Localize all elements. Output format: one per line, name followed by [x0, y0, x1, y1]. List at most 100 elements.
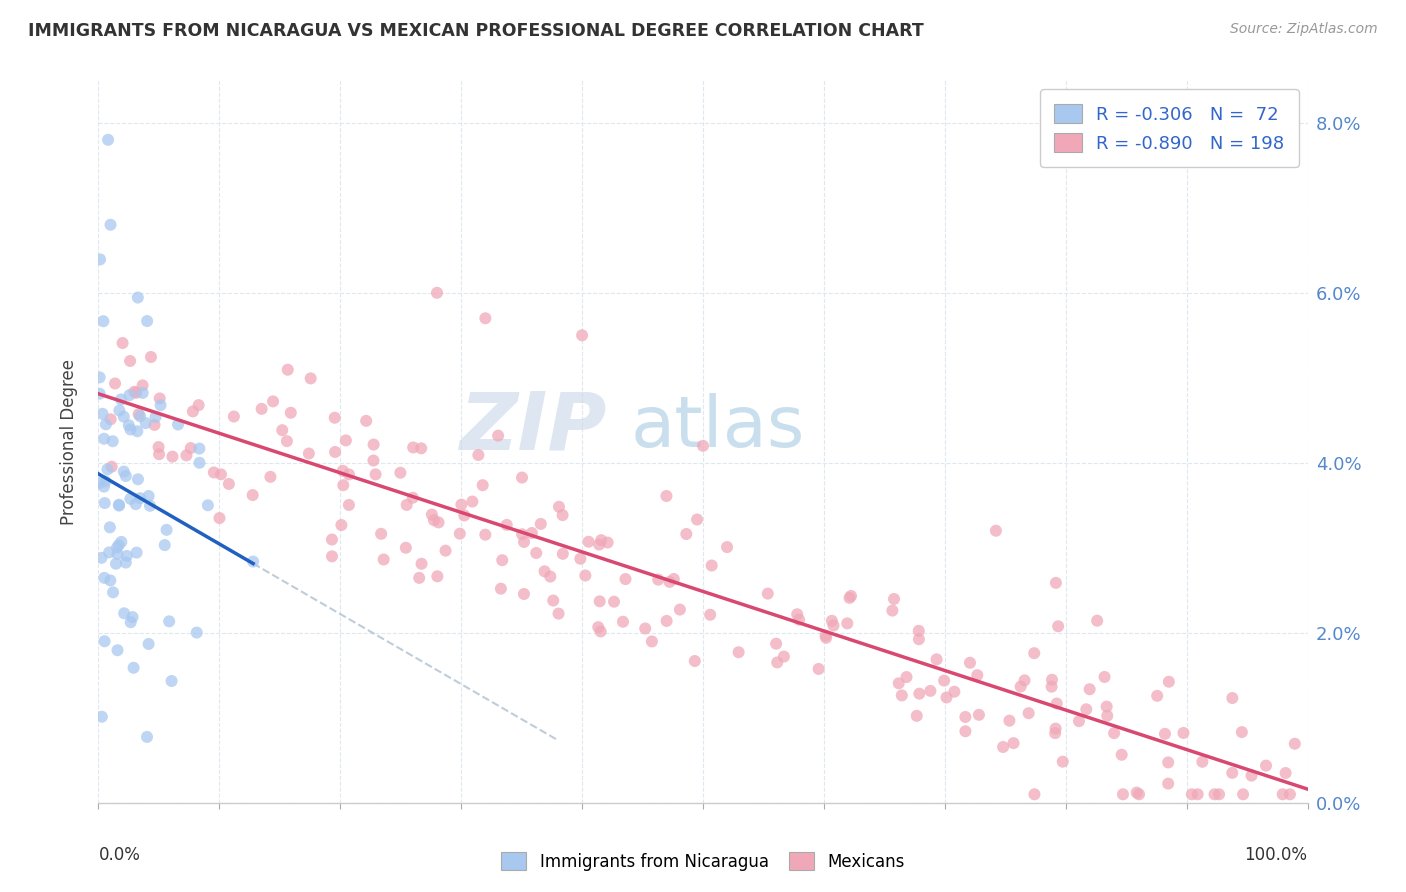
Point: [1102, 726, 1125, 740]
Point: [461, 494, 484, 508]
Point: [120, 354, 142, 368]
Point: [766, 656, 789, 670]
Point: [548, 500, 571, 514]
Point: [434, 543, 457, 558]
Point: [262, 394, 284, 409]
Point: [202, 466, 225, 480]
Point: [408, 571, 430, 585]
Point: [823, 618, 845, 632]
Point: [1047, 619, 1070, 633]
Point: [1076, 702, 1098, 716]
Point: [1204, 787, 1226, 801]
Point: [89, 252, 111, 267]
Point: [838, 591, 860, 605]
Point: [96, 462, 118, 476]
Point: [180, 441, 202, 455]
Point: [474, 311, 496, 326]
Point: [110, 392, 132, 407]
Point: [1094, 670, 1116, 684]
Point: [89, 386, 111, 401]
Point: [641, 634, 664, 648]
Point: [1157, 674, 1180, 689]
Point: [105, 541, 128, 555]
Point: [450, 498, 472, 512]
Point: [491, 553, 513, 567]
Point: [998, 714, 1021, 728]
Point: [107, 643, 129, 657]
Point: [984, 524, 1007, 538]
Point: [187, 398, 209, 412]
Point: [299, 371, 322, 385]
Point: [510, 527, 533, 541]
Point: [395, 498, 418, 512]
Point: [363, 437, 385, 451]
Point: [100, 218, 122, 232]
Text: atlas: atlas: [630, 392, 804, 461]
Point: [93, 496, 115, 510]
Point: [373, 552, 395, 566]
Point: [97, 133, 120, 147]
Point: [131, 386, 153, 401]
Point: [1043, 726, 1066, 740]
Point: [471, 478, 494, 492]
Point: [136, 730, 159, 744]
Point: [93, 634, 115, 648]
Point: [1024, 787, 1046, 801]
Point: [1095, 699, 1118, 714]
Point: [125, 546, 148, 560]
Point: [337, 498, 360, 512]
Point: [337, 467, 360, 482]
Point: [139, 499, 162, 513]
Point: [882, 603, 904, 617]
Point: [129, 491, 152, 506]
Point: [423, 513, 446, 527]
Point: [153, 538, 176, 552]
Point: [1187, 787, 1209, 801]
Point: [112, 465, 135, 479]
Point: [675, 527, 697, 541]
Point: [453, 508, 475, 523]
Point: [115, 469, 138, 483]
Point: [222, 409, 245, 424]
Point: [111, 336, 134, 351]
Point: [93, 571, 115, 585]
Point: [920, 684, 942, 698]
Point: [128, 407, 150, 421]
Point: [467, 448, 489, 462]
Point: [218, 477, 240, 491]
Point: [370, 526, 392, 541]
Point: [332, 464, 354, 478]
Point: [716, 540, 738, 554]
Point: [683, 654, 706, 668]
Point: [533, 565, 555, 579]
Point: [323, 445, 346, 459]
Point: [426, 285, 449, 300]
Point: [1002, 736, 1025, 750]
Point: [966, 668, 988, 682]
Point: [551, 547, 574, 561]
Point: [908, 687, 931, 701]
Point: [90, 710, 112, 724]
Point: [612, 615, 634, 629]
Point: [277, 362, 299, 376]
Point: [108, 499, 131, 513]
Point: [94, 417, 117, 432]
Point: [127, 291, 149, 305]
Point: [104, 557, 127, 571]
Point: [209, 467, 232, 482]
Point: [148, 447, 170, 461]
Point: [807, 662, 830, 676]
Point: [143, 417, 166, 432]
Point: [98, 574, 121, 588]
Point: [943, 684, 966, 698]
Point: [1240, 769, 1263, 783]
Point: [578, 534, 600, 549]
Point: [538, 569, 561, 583]
Point: [101, 585, 124, 599]
Point: [127, 472, 149, 486]
Point: [662, 572, 685, 586]
Point: [127, 424, 149, 438]
Point: [1067, 714, 1090, 728]
Point: [120, 422, 142, 436]
Point: [118, 418, 141, 433]
